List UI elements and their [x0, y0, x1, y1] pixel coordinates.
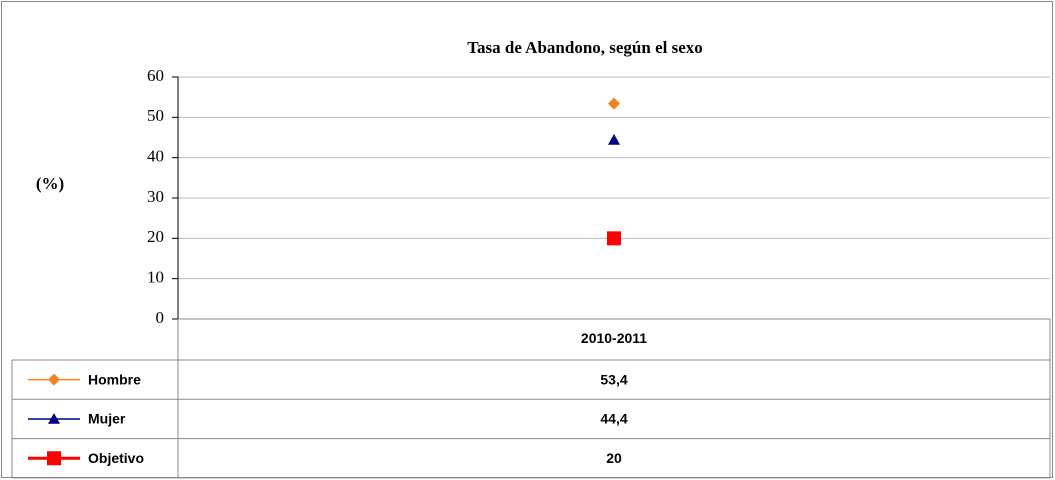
marker-square: [607, 231, 621, 246]
table-value: 20: [606, 450, 622, 466]
y-tick-label: 30: [147, 187, 164, 206]
chart-title: Tasa de Abandono, según el sexo: [467, 38, 703, 57]
legend-marker: [48, 373, 60, 386]
legend-label: Mujer: [88, 411, 126, 427]
y-tick-label: 20: [147, 227, 164, 246]
y-tick-label: 10: [147, 268, 164, 287]
table-value: 44,4: [600, 411, 627, 427]
legend-label: Objetivo: [88, 450, 144, 466]
marker-triangle: [608, 133, 620, 145]
y-tick-label: 60: [147, 66, 164, 85]
x-tick-label: 2010-2011: [581, 330, 647, 346]
y-tick-label: 40: [147, 147, 164, 166]
legend-marker: [47, 451, 61, 466]
y-axis-label: (%): [36, 174, 64, 193]
legend-marker: [48, 412, 60, 424]
table-value: 53,4: [600, 371, 627, 387]
marker-diamond: [608, 97, 620, 110]
legend-label: Hombre: [88, 371, 141, 387]
y-tick-label: 0: [156, 308, 165, 327]
y-tick-label: 50: [147, 106, 164, 125]
